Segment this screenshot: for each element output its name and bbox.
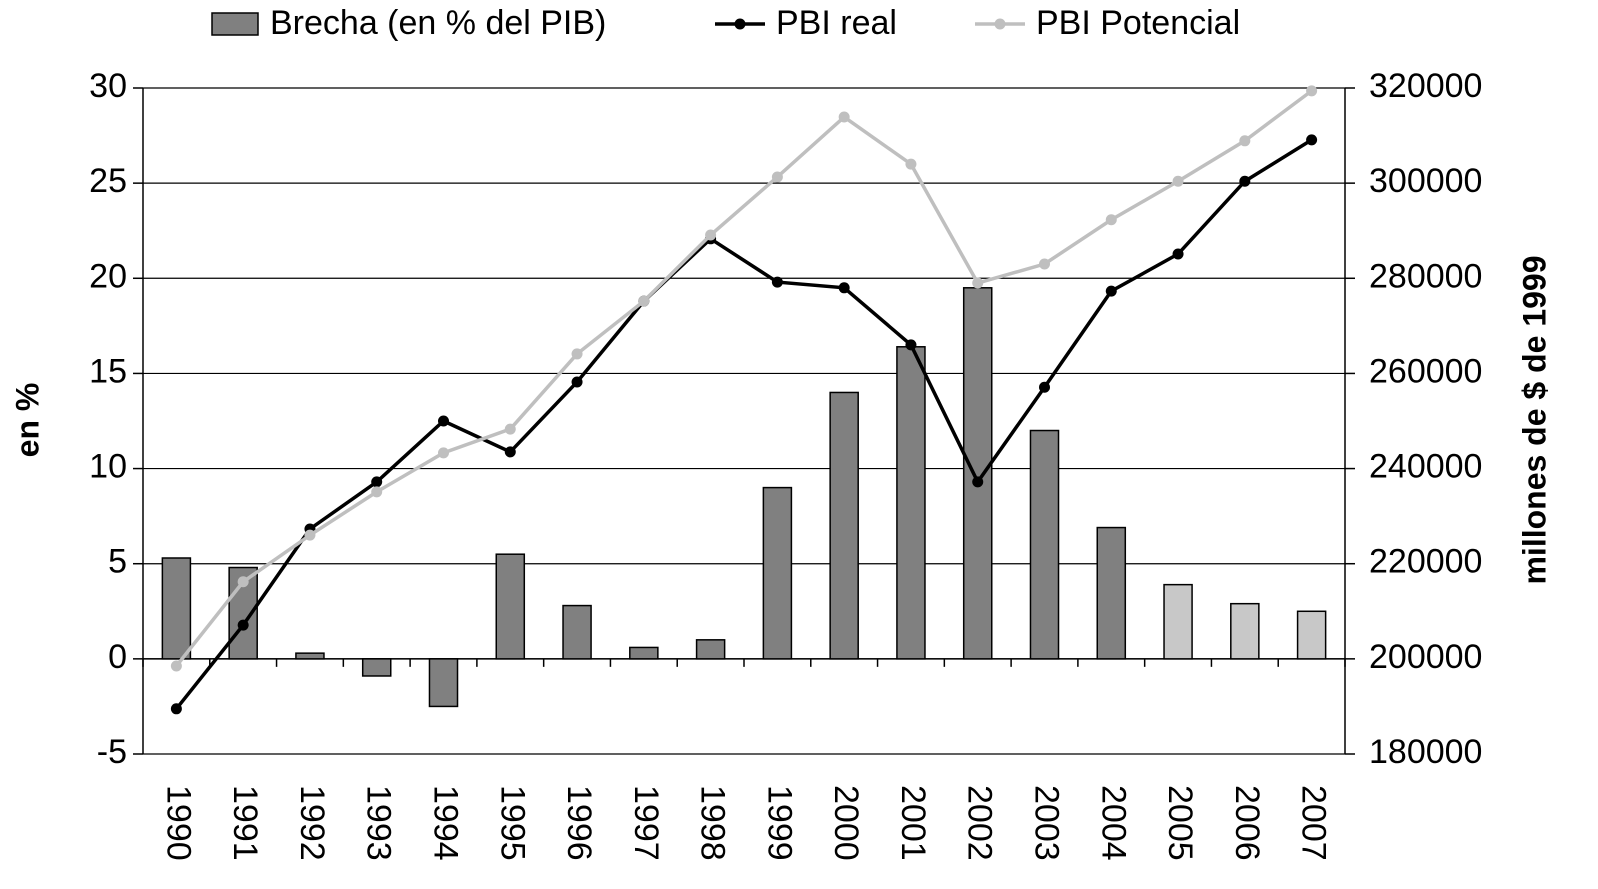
marker: [1172, 248, 1184, 260]
marker: [371, 476, 383, 488]
x-tick-label: 1990: [159, 785, 197, 861]
marker: [1039, 381, 1050, 393]
y2-tick-label: 220000: [1369, 543, 1482, 581]
marker: [571, 376, 583, 388]
marker: [1306, 85, 1318, 97]
y2-tick-label: 240000: [1369, 448, 1482, 486]
marker: [438, 415, 449, 427]
y2-tick-label: 200000: [1369, 638, 1482, 676]
line: [175, 89, 1313, 668]
y2-tick-label: 300000: [1369, 162, 1482, 200]
marker: [1239, 135, 1251, 147]
bar: [695, 639, 726, 660]
bar: [428, 658, 459, 708]
marker: [638, 295, 650, 307]
marker: [237, 576, 249, 588]
y-tick-label: 10: [89, 448, 127, 486]
y-tick-label: 5: [108, 543, 127, 581]
bar: [1230, 602, 1260, 660]
marker: [504, 423, 516, 435]
y-tick-label: 30: [89, 67, 127, 105]
marker: [838, 282, 850, 294]
bar: [562, 604, 592, 660]
x-tick-label: 2007: [1295, 785, 1333, 861]
marker: [1239, 175, 1251, 187]
y2-axis-title: millones de $ de 1999: [1516, 255, 1552, 584]
x-tick-label: 2004: [1094, 785, 1132, 861]
y-tick-label: 15: [89, 352, 127, 390]
marker: [1105, 214, 1117, 226]
x-tick-label: 1998: [694, 785, 732, 861]
y2-tick-label: 280000: [1369, 257, 1482, 295]
y-tick-label: 0: [108, 638, 127, 676]
line: [175, 138, 1313, 710]
x-tick-label: 1993: [360, 785, 398, 861]
marker: [905, 158, 917, 170]
y-tick-label: 20: [89, 257, 127, 295]
x-tick-label: 2000: [827, 785, 865, 861]
bar: [295, 652, 325, 660]
marker: [304, 529, 316, 541]
bar: [962, 287, 993, 660]
bar: [161, 557, 192, 660]
x-tick-label: 2005: [1161, 785, 1199, 861]
marker: [504, 446, 516, 458]
bar: [361, 658, 392, 677]
bar: [629, 646, 659, 660]
marker: [972, 476, 984, 488]
x-tick-label: 2006: [1228, 785, 1266, 861]
x-tick-label: 2002: [961, 785, 999, 861]
marker: [1039, 258, 1050, 270]
x-tick-label: 1994: [427, 785, 465, 861]
bar: [1296, 610, 1327, 660]
marker: [972, 277, 984, 289]
y-tick-label: 25: [89, 162, 127, 200]
bar: [1163, 583, 1193, 660]
marker: [905, 339, 917, 351]
y2-tick-label: 180000: [1369, 733, 1482, 771]
y2-tick-label: 260000: [1369, 352, 1482, 390]
marker: [771, 276, 783, 288]
bar: [896, 346, 926, 660]
x-tick-label: 2001: [894, 785, 932, 861]
marker: [705, 229, 717, 241]
bar: [1029, 429, 1060, 660]
x-tick-label: 2003: [1028, 785, 1066, 861]
marker: [170, 660, 182, 672]
y2-tick-label: 320000: [1369, 67, 1482, 105]
marker: [371, 486, 383, 498]
bar: [495, 553, 526, 660]
legend-swatch: [211, 12, 259, 36]
legend-marker: [734, 18, 746, 30]
x-tick-label: 1999: [760, 785, 798, 861]
x-tick-label: 1991: [226, 785, 264, 861]
x-tick-label: 1995: [493, 785, 531, 861]
marker: [838, 111, 850, 123]
marker: [571, 348, 583, 360]
marker: [1105, 285, 1117, 297]
marker: [771, 171, 783, 183]
bar: [762, 486, 793, 660]
marker: [1306, 134, 1318, 146]
x-tick-label: 1996: [560, 785, 598, 861]
legend-marker: [994, 18, 1006, 30]
y-tick-label: -5: [97, 733, 127, 771]
legend-label: PBI real: [776, 4, 897, 42]
marker: [170, 703, 182, 715]
bar: [1096, 526, 1127, 660]
marker: [438, 447, 449, 459]
legend-label: Brecha (en % del PIB): [270, 4, 606, 42]
x-tick-label: 1992: [293, 785, 331, 861]
bar: [829, 391, 859, 660]
marker: [1172, 175, 1184, 187]
y-axis-title: en %: [9, 383, 45, 458]
legend-label: PBI Potencial: [1036, 4, 1240, 42]
marker: [237, 619, 249, 631]
x-tick-label: 1997: [627, 785, 665, 861]
